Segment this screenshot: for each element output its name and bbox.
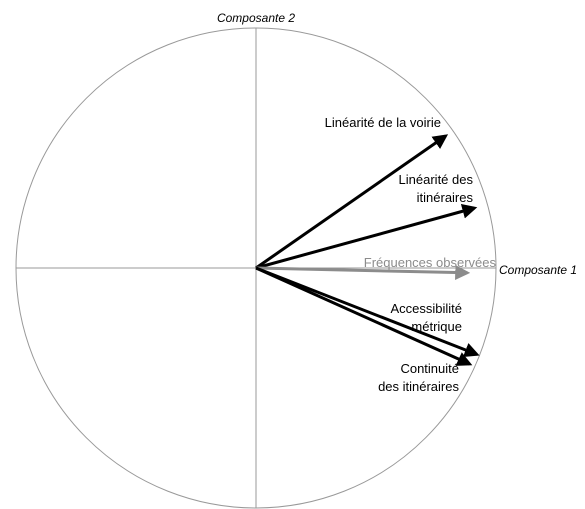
x-axis-label: Composante 1: [499, 263, 577, 277]
vector-arrow: [255, 266, 473, 366]
vector-label: des itinéraires: [378, 379, 459, 394]
y-axis-label: Composante 2: [217, 11, 295, 25]
vector-label: Continuité: [400, 361, 459, 376]
vector-arrow: [255, 203, 478, 270]
vector-label: Accessibilité: [390, 301, 462, 316]
vector-label: Linéarité de la voirie: [325, 115, 441, 130]
vector-label: métrique: [411, 319, 462, 334]
vector-label: Linéarité des: [399, 172, 474, 187]
vector-arrow: [255, 265, 471, 281]
vector-label: Fréquences observées: [364, 255, 497, 270]
vector-label: itinéraires: [417, 190, 474, 205]
vector-arrow: [255, 266, 480, 358]
vector-arrow: [255, 134, 449, 270]
